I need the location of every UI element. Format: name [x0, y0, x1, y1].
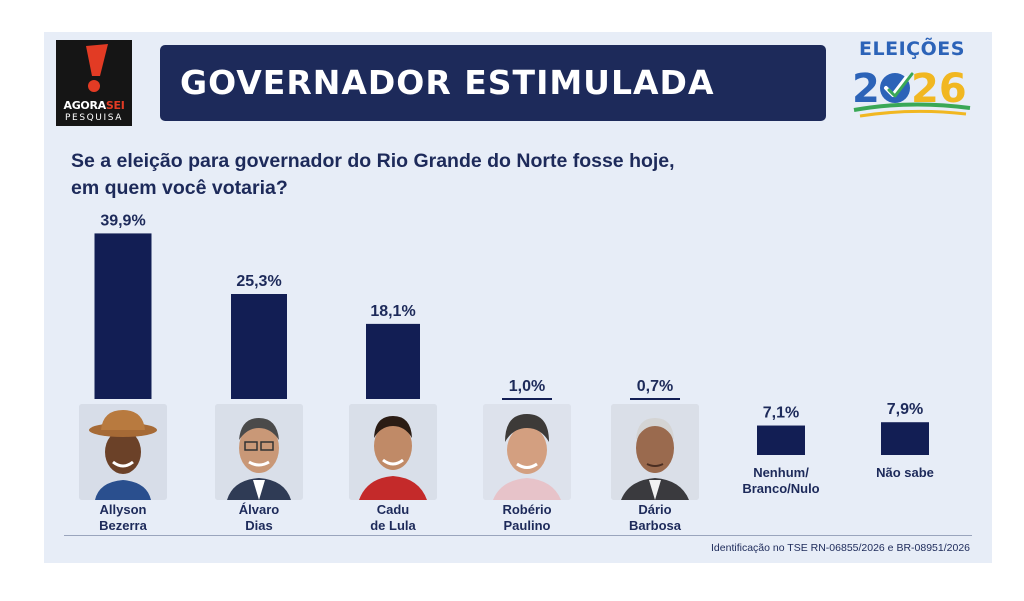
candidate-photo-alvaro-dias [215, 404, 303, 500]
bar [366, 323, 420, 399]
footer-divider [64, 535, 972, 536]
elections-badge-year: 2 26 [852, 66, 971, 118]
badge-swoosh-yellow [859, 109, 967, 118]
value-label: 7,9% [887, 401, 923, 418]
candidate-photo-roberio-paulino [483, 404, 571, 500]
category-label: Robério Paulino [502, 502, 552, 533]
category-label: Dário Barbosa [628, 502, 682, 533]
value-label: 25,3% [236, 273, 281, 290]
candidate-photo-dario-barbosa [611, 404, 699, 500]
bar [94, 233, 152, 399]
bar [231, 294, 287, 399]
bar [881, 422, 929, 455]
infographic-card: AGORASEI PESQUISA GOVERNADOR ESTIMULADA … [44, 32, 992, 563]
value-label: 39,9% [100, 212, 145, 229]
checkmark-circle-icon [880, 72, 914, 103]
value-label: 7,1% [763, 405, 799, 422]
value-label: 1,0% [509, 378, 545, 395]
title-banner: GOVERNADOR ESTIMULADA [160, 45, 826, 121]
page-title: GOVERNADOR ESTIMULADA [180, 63, 715, 102]
category-label: Nenhum/Branco/Nulo [742, 465, 820, 496]
bar-chart: 39,9% 25,3% 18,1% 1,0% 0,7% 7,1% 7,9% [94, 212, 929, 455]
question-line-2: em quem você votaria? [71, 177, 288, 199]
registration-note: Identificação no TSE RN-06855/2026 e BR-… [711, 542, 970, 554]
logo-subtitle: PESQUISA [65, 113, 123, 123]
badge-year-left: 2 [852, 66, 880, 112]
category-label: Álvaro Dias [238, 502, 280, 533]
value-label: 18,1% [370, 303, 415, 320]
category-label: Cadu de Lula [370, 502, 416, 533]
category-label: Allyson Bezerra [99, 502, 147, 533]
value-label: 0,7% [637, 378, 673, 395]
logo-wordmark: AGORASEI [63, 99, 125, 112]
candidate-photo-allyson-bezerra [79, 404, 167, 500]
category-label: Não sabe [876, 465, 934, 480]
bar [757, 425, 805, 455]
question-line-1: Se a eleição para governador do Rio Gran… [71, 150, 675, 172]
elections-badge-word: ELEIÇÕES [859, 38, 965, 60]
agorasei-logo: AGORASEI PESQUISA [56, 40, 132, 126]
badge-swoosh-green [853, 102, 971, 112]
exclamation-icon [86, 44, 108, 92]
candidate-photo-cadu-de-lula [349, 404, 437, 500]
